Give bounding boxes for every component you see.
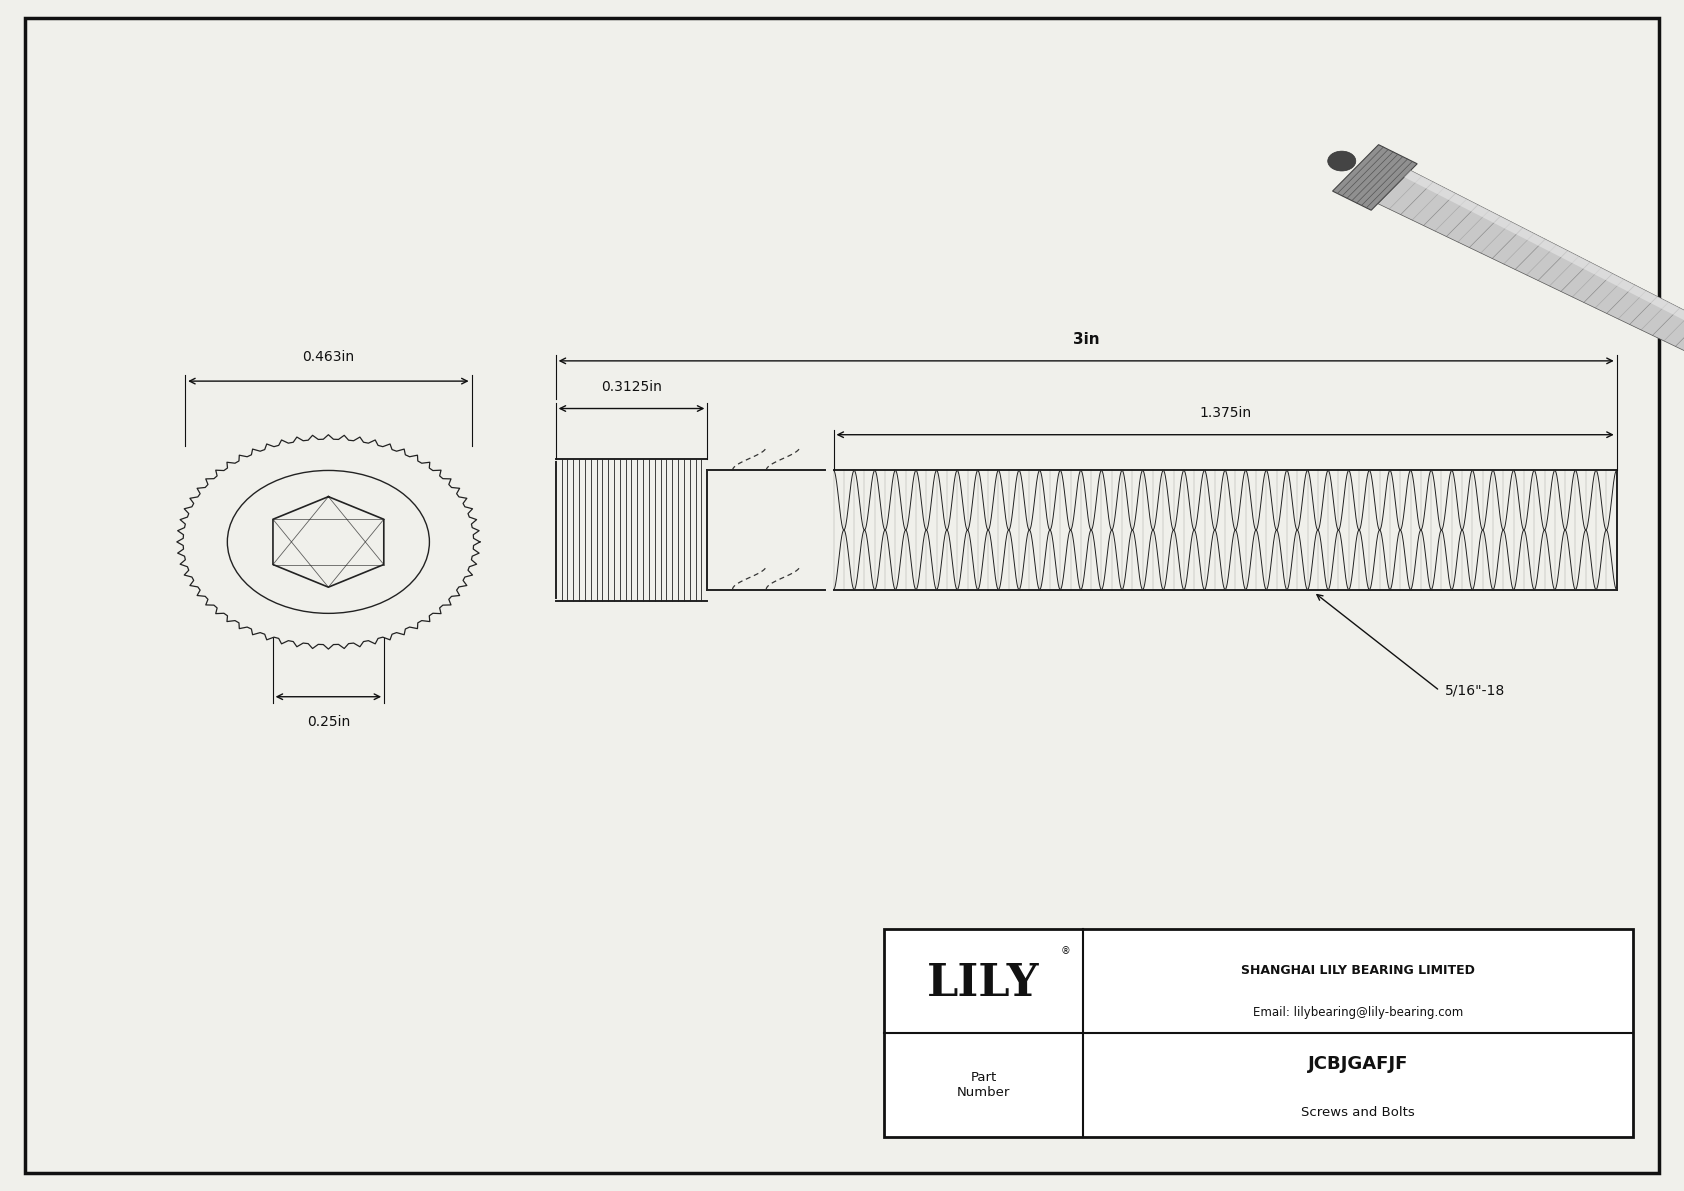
Text: ®: ® <box>1061 946 1071 956</box>
Bar <box>884 929 1633 1137</box>
Text: Email: lilybearing@lily-bearing.com: Email: lilybearing@lily-bearing.com <box>1253 1006 1463 1018</box>
Polygon shape <box>1378 170 1684 395</box>
Text: SHANGHAI LILY BEARING LIMITED: SHANGHAI LILY BEARING LIMITED <box>1241 965 1475 977</box>
Text: 0.25in: 0.25in <box>306 715 350 729</box>
Text: Part
Number: Part Number <box>957 1071 1010 1099</box>
Text: 3in: 3in <box>1073 331 1100 347</box>
Text: JCBJGAFJF: JCBJGAFJF <box>1308 1055 1408 1073</box>
Polygon shape <box>1332 144 1418 211</box>
Text: 0.463in: 0.463in <box>303 350 354 364</box>
Circle shape <box>1327 151 1356 172</box>
Text: 0.3125in: 0.3125in <box>601 380 662 394</box>
Text: LILY: LILY <box>928 961 1039 1005</box>
Text: Screws and Bolts: Screws and Bolts <box>1302 1106 1415 1118</box>
Polygon shape <box>1404 170 1684 378</box>
Text: 1.375in: 1.375in <box>1199 406 1251 420</box>
Text: 5/16"-18: 5/16"-18 <box>1445 684 1505 698</box>
